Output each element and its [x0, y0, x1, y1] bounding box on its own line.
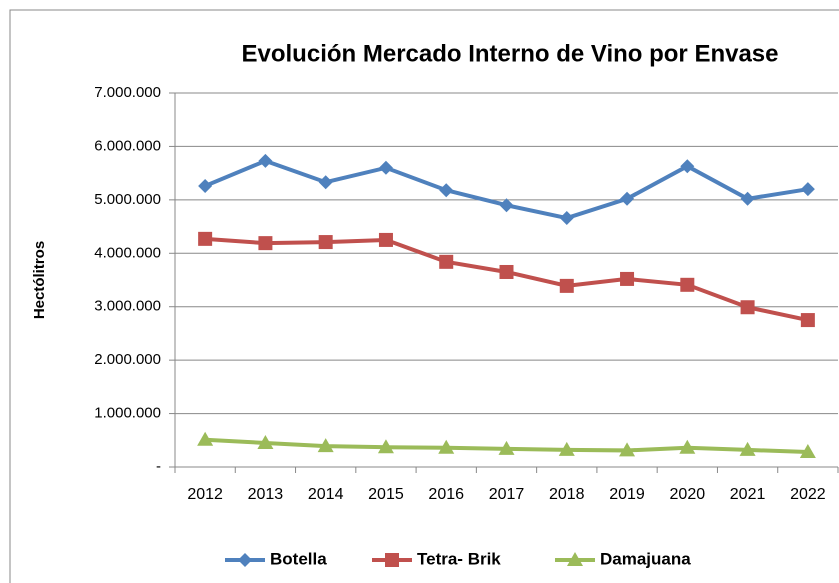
marker	[740, 300, 755, 315]
legend-marker	[567, 552, 583, 566]
marker	[559, 211, 574, 226]
marker	[799, 444, 816, 459]
marker	[197, 431, 214, 446]
marker	[558, 441, 575, 456]
y-tick-label: 7.000.000	[94, 84, 161, 101]
marker	[680, 277, 695, 292]
marker	[499, 264, 514, 279]
legend-label: Damajuana	[600, 549, 691, 568]
x-tick-label: 2020	[670, 486, 706, 503]
x-tick-label: 2021	[730, 486, 766, 503]
legend-marker	[238, 553, 252, 567]
marker	[318, 235, 333, 250]
marker	[800, 182, 815, 197]
y-tick-label: 6.000.000	[94, 137, 161, 154]
marker	[620, 191, 635, 206]
y-tick-label: 4.000.000	[94, 244, 161, 261]
legend-label: Botella	[270, 549, 327, 568]
marker	[499, 198, 514, 213]
legend-label: Tetra- Brik	[417, 549, 501, 568]
marker	[378, 160, 393, 175]
y-tick-label: 3.000.000	[94, 298, 161, 315]
marker	[318, 175, 333, 190]
marker	[198, 231, 213, 246]
x-tick-label: 2018	[549, 486, 585, 503]
x-tick-label: 2022	[790, 486, 826, 503]
x-tick-label: 2016	[428, 486, 464, 503]
marker	[378, 232, 393, 247]
marker	[439, 183, 454, 198]
y-tick-label: -	[156, 458, 161, 475]
marker	[439, 254, 454, 269]
marker	[619, 442, 636, 457]
x-tick-label: 2015	[368, 486, 404, 503]
marker	[258, 236, 273, 251]
marker	[679, 439, 696, 454]
chart-frame	[9, 9, 839, 583]
marker	[739, 441, 756, 456]
marker	[257, 434, 274, 449]
y-tick-label: 2.000.000	[94, 351, 161, 368]
x-tick-label: 2019	[609, 486, 645, 503]
y-axis-label: Hectólitros	[31, 241, 48, 319]
marker	[620, 271, 635, 286]
marker	[198, 178, 213, 193]
marker	[498, 440, 515, 455]
chart-title: Evolución Mercado Interno de Vino por En…	[242, 40, 779, 67]
marker	[317, 438, 334, 453]
y-tick-label: 1.000.000	[94, 405, 161, 422]
marker	[377, 439, 394, 454]
marker	[438, 439, 455, 454]
legend-marker	[385, 553, 399, 567]
y-tick-label: 5.000.000	[94, 191, 161, 208]
x-tick-label: 2012	[187, 486, 223, 503]
marker	[740, 191, 755, 206]
marker	[800, 313, 815, 328]
x-tick-label: 2017	[489, 486, 525, 503]
x-tick-label: 2013	[248, 486, 284, 503]
marker	[680, 159, 695, 174]
marker	[559, 278, 574, 293]
x-tick-label: 2014	[308, 486, 344, 503]
marker	[258, 153, 273, 168]
